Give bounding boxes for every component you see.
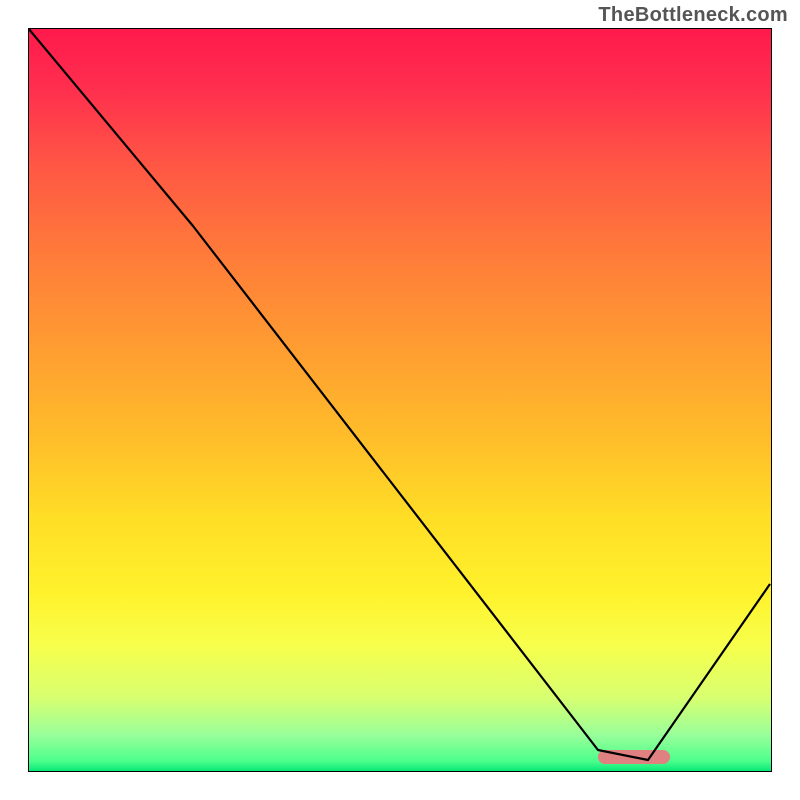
gradient-background xyxy=(28,28,772,772)
chart-svg xyxy=(28,28,772,772)
branding-text: TheBottleneck.com xyxy=(598,4,788,27)
plot-frame xyxy=(28,28,772,772)
